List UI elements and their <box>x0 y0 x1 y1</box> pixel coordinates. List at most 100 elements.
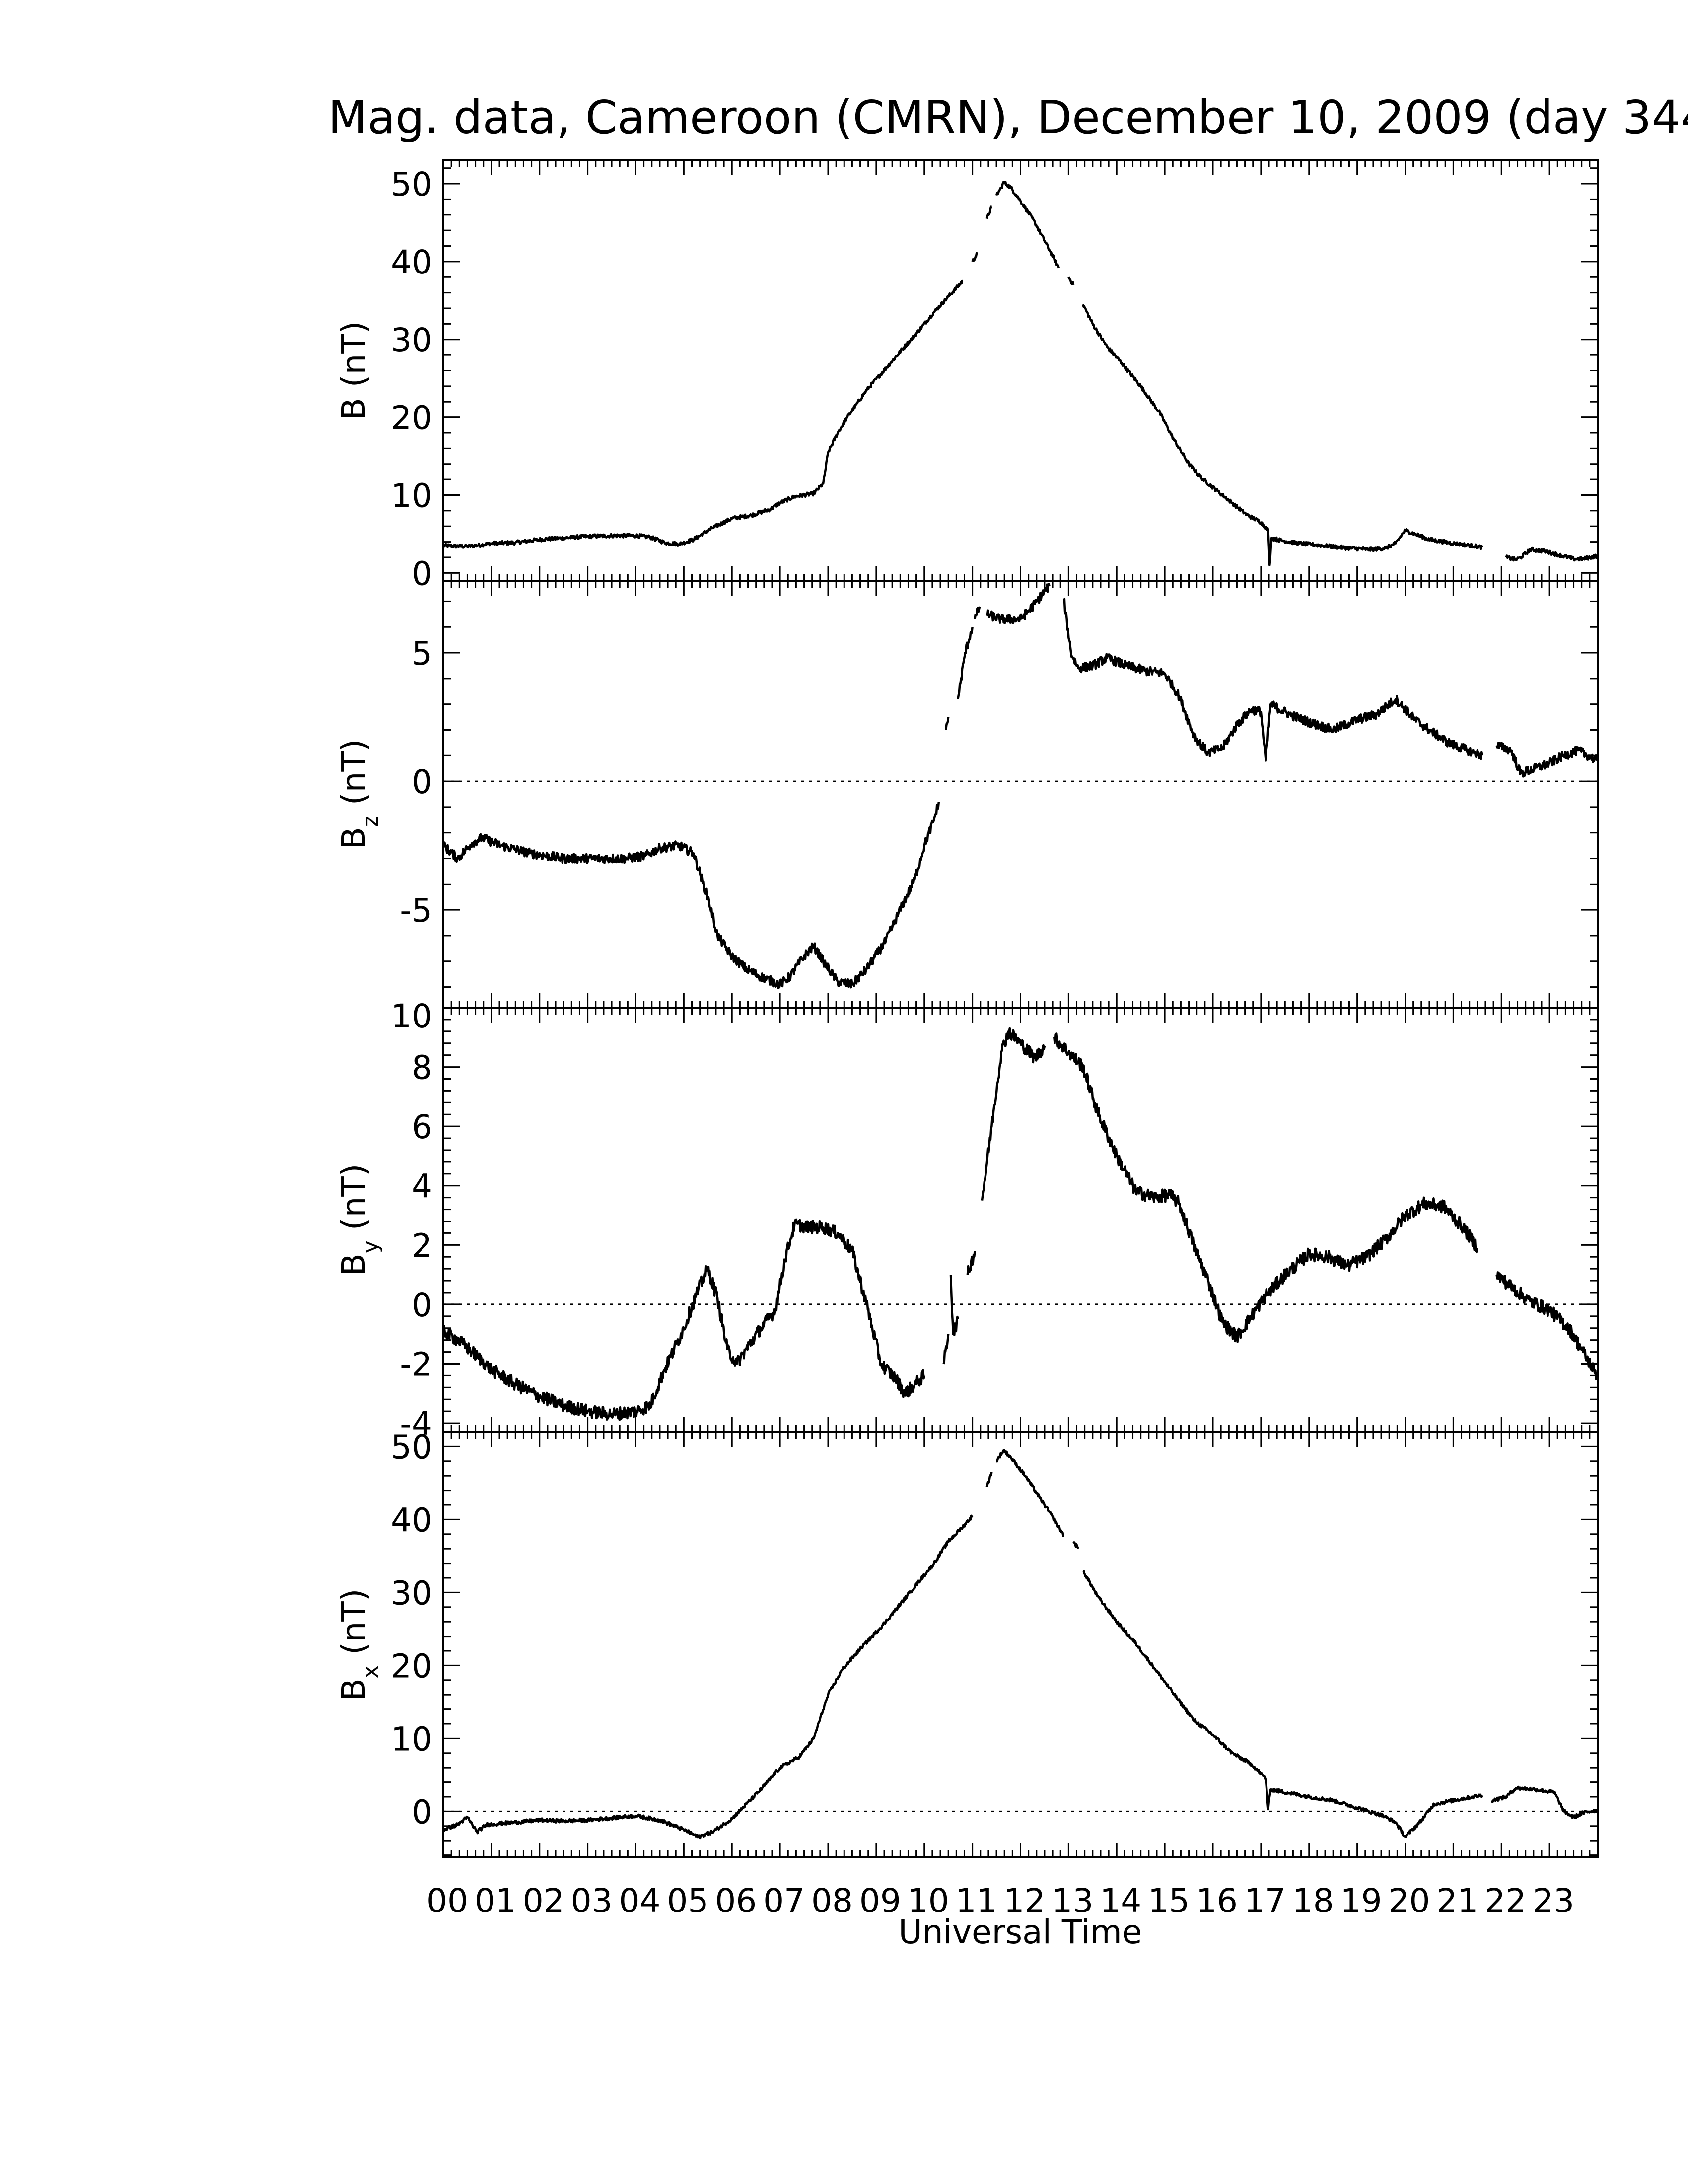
series-line-bx <box>1072 1541 1079 1550</box>
y-axis-label-unit: (nT) <box>335 321 373 398</box>
series-line-b <box>1505 546 1599 562</box>
y-tick-label: -5 <box>400 891 432 930</box>
x-tick-label: 16 <box>1196 1882 1238 1920</box>
y-axis-label-main: B <box>335 1253 373 1276</box>
y-axis-label: Bx (nT) <box>335 1589 383 1701</box>
x-tick-label: 20 <box>1389 1882 1430 1920</box>
x-tick-label: 13 <box>1052 1882 1093 1920</box>
chart-title: Mag. data, Cameroon (CMRN), December 10,… <box>328 91 1688 144</box>
y-axis-label-subscript: z <box>358 816 383 827</box>
series-line-by <box>442 1218 925 1421</box>
x-tick-label: 22 <box>1484 1882 1526 1920</box>
y-tick-label: 10 <box>391 997 432 1035</box>
panel-frame <box>442 1431 1599 1858</box>
series-line-bx <box>1490 1785 1598 1820</box>
series-line-bx <box>996 1449 1064 1537</box>
panel-b: 0 10 20 30 40 50 B (nT) <box>335 159 1599 593</box>
y-axis-label-subscript: y <box>358 1240 383 1253</box>
series-line-by <box>1053 1032 1479 1343</box>
panel-by: -4 -2 0 2 4 6 8 10 By (nT) <box>335 997 1599 1443</box>
series-line-by <box>966 1251 976 1275</box>
y-tick-label: -4 <box>400 1405 432 1443</box>
x-tick-label: 03 <box>571 1882 613 1920</box>
series-line-bz <box>442 802 940 989</box>
y-tick-label: 40 <box>391 1501 432 1539</box>
y-tick-label: 0 <box>412 554 432 593</box>
y-tick-label: 20 <box>391 399 432 437</box>
y-axis-label-main: B <box>335 1678 373 1701</box>
x-axis-label: Universal Time <box>899 1913 1142 1951</box>
y-tick-label: 10 <box>391 1720 432 1758</box>
panel-bx: 0 10 20 30 40 50 Bx (nT) <box>335 1428 1599 1858</box>
y-tick-label: 0 <box>412 1286 432 1324</box>
x-tick-label: 15 <box>1148 1882 1190 1920</box>
series-line-bz <box>1495 742 1599 778</box>
series-line-by <box>981 1027 1046 1201</box>
x-tick-label: 11 <box>956 1882 997 1920</box>
x-tick-label: 18 <box>1292 1882 1334 1920</box>
x-tick-label: 04 <box>619 1882 661 1920</box>
y-tick-label: 10 <box>391 477 432 515</box>
x-tick-label: 12 <box>1004 1882 1046 1920</box>
x-tick-label: 07 <box>763 1882 805 1920</box>
series-line-b <box>995 181 1060 269</box>
series-line-b <box>971 252 979 262</box>
x-tick-labels: 00 01 02 03 04 05 06 07 08 09 10 11 12 13 14 15 16 17 18 19… <box>426 1882 1574 1920</box>
series-line-b <box>442 279 964 549</box>
series-line-by <box>942 1334 950 1365</box>
x-tick-label: 10 <box>908 1882 949 1920</box>
x-tick-label: 08 <box>811 1882 853 1920</box>
series-line-bz <box>957 627 974 699</box>
series-line-bz <box>974 606 981 619</box>
x-tick-label: 02 <box>523 1882 564 1920</box>
series-line-bx <box>985 1472 993 1487</box>
x-tick-label: 23 <box>1533 1882 1574 1920</box>
y-tick-label: 0 <box>412 763 432 801</box>
series-line-bz <box>1063 597 1483 762</box>
panel-frame <box>442 1007 1599 1433</box>
y-tick-label: 5 <box>412 634 432 673</box>
y-axis-label-unit: (nT) <box>335 739 373 816</box>
panel-frame <box>442 580 1599 1009</box>
y-tick-label: 8 <box>412 1049 432 1087</box>
series-line-bz <box>985 583 1051 624</box>
y-tick-label: 0 <box>412 1793 432 1831</box>
y-tick-label: 40 <box>391 243 432 281</box>
series-line-b <box>1067 276 1075 285</box>
x-tick-label: 17 <box>1244 1882 1286 1920</box>
y-axis-label-subscript: x <box>358 1665 383 1678</box>
series-line-bz <box>945 717 950 730</box>
x-tick-label: 19 <box>1340 1882 1382 1920</box>
y-tick-label: 50 <box>391 165 432 204</box>
x-tick-label: 14 <box>1100 1882 1141 1920</box>
y-tick-label: 30 <box>391 321 432 359</box>
series-line-by <box>1495 1271 1599 1380</box>
y-axis-label-main: B <box>335 827 373 849</box>
y-tick-label: 4 <box>412 1167 432 1206</box>
panel-bz: -5 0 5 Bz (nT) <box>335 580 1599 1009</box>
x-tick-label: 00 <box>426 1882 468 1920</box>
y-tick-label: 20 <box>391 1647 432 1685</box>
x-tick-label: 06 <box>715 1882 757 1920</box>
x-tick-label: 21 <box>1436 1882 1478 1920</box>
series-line-b <box>1082 304 1483 566</box>
y-tick-label: 30 <box>391 1574 432 1612</box>
y-axis-label: B (nT) <box>335 321 373 420</box>
series-line-b <box>985 205 992 219</box>
y-axis-label-unit: (nT) <box>335 1589 373 1666</box>
x-tick-label: 05 <box>667 1882 708 1920</box>
y-axis-label-main: B <box>335 398 373 420</box>
y-tick-label: 6 <box>412 1108 432 1146</box>
y-tick-label: -2 <box>400 1345 432 1383</box>
y-axis-label-unit: (nT) <box>335 1164 373 1241</box>
x-tick-label: 01 <box>475 1882 516 1920</box>
y-tick-label: 2 <box>412 1227 432 1265</box>
y-axis-label: By (nT) <box>335 1164 383 1276</box>
panel-frame <box>442 159 1599 582</box>
series-line-by <box>949 1275 959 1336</box>
series-line-bx <box>442 1514 974 1840</box>
y-axis-label: Bz (nT) <box>335 739 383 849</box>
x-tick-label: 09 <box>859 1882 901 1920</box>
